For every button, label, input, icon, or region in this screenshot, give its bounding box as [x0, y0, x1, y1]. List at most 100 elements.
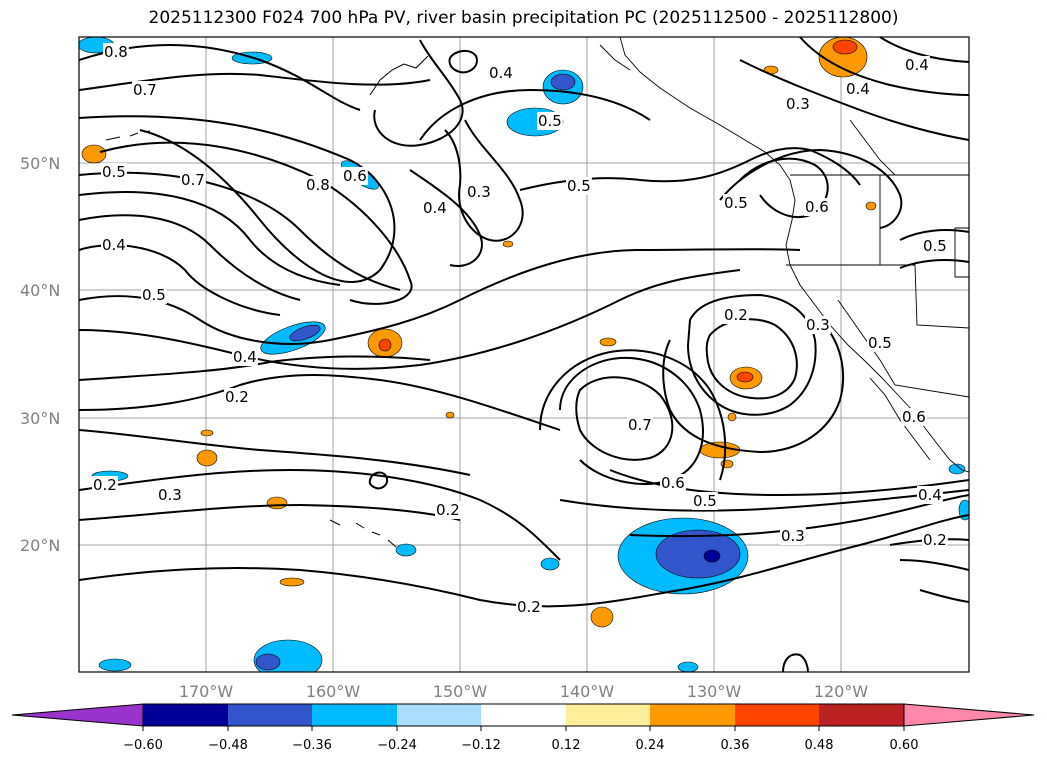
colorbar-extend-high: [903, 703, 1035, 727]
contour-label-halo: [305, 176, 331, 194]
colorbar-segment: [481, 704, 566, 726]
contour-label-halo: [101, 236, 127, 254]
lon-label: 170°W: [179, 682, 234, 701]
lon-label: 160°W: [306, 682, 361, 701]
precip-pos-blob: [81, 144, 107, 164]
colorbar-tick-label: 0.48: [805, 738, 834, 753]
colorbar-segment: [228, 704, 312, 726]
precip-pos-blob: [266, 496, 288, 510]
colorbar: −0.60 −0.48 −0.36 −0.24 −0.12 0.12 0.24 …: [11, 703, 1035, 753]
contour-label: 0.4: [423, 199, 447, 217]
contour-label: 0.2: [225, 388, 249, 406]
colorbar-segment: [143, 704, 228, 726]
colorbar-segment: [735, 704, 819, 726]
colorbar-segment: [312, 704, 397, 726]
contour-label: 0.8: [104, 43, 128, 61]
precip-neg-blob: [948, 463, 966, 475]
precip-pos-blob: [445, 411, 455, 419]
precip-pos-blob: [865, 201, 877, 211]
contour-label-halo: [780, 527, 806, 545]
contour-label: 0.7: [181, 171, 205, 189]
colorbar-frame: [142, 703, 905, 727]
contour-label: 0.5: [724, 194, 748, 212]
contour-label-halo: [692, 492, 718, 510]
contour-label: 0.2: [724, 306, 748, 324]
precip-pos-blob: [196, 449, 218, 467]
contour-label: 0.6: [805, 198, 829, 216]
contour-label: 0.5: [567, 177, 591, 195]
colorbar-ticks: [142, 726, 905, 731]
contour-label-halo: [224, 388, 250, 406]
pv-contours: [79, 37, 969, 672]
colorbar-tick-label: 0.36: [721, 738, 750, 753]
lat-label: 30°N: [20, 409, 60, 428]
contour-label-halo: [157, 486, 183, 504]
contour-label: 0.5: [923, 237, 947, 255]
contour-label: 0.2: [93, 476, 117, 494]
precip-neg-blob: [255, 653, 281, 671]
contour-label-halo: [922, 237, 948, 255]
contour-label-halo: [922, 531, 948, 549]
lat-label: 50°N: [20, 154, 60, 173]
colorbar-segment: [650, 704, 735, 726]
precip-pos-blob: [599, 337, 617, 347]
contour-label: 0.5: [693, 492, 717, 510]
contour-label-halo: [723, 194, 749, 212]
precip-pos-blob: [727, 412, 737, 422]
contour-label-halo: [488, 64, 514, 82]
colorbar-tick-label: 0.24: [636, 738, 665, 753]
contour-label: 0.5: [868, 334, 892, 352]
longitude-labels: 170°W 160°W 150°W 140°W 130°W 120°W: [179, 682, 869, 701]
contour-label-halo: [232, 348, 258, 366]
contour-label: 0.4: [846, 80, 870, 98]
contour-label-halo: [537, 112, 563, 130]
contour-label: 0.4: [233, 348, 257, 366]
contour-label: 0.3: [158, 486, 182, 504]
contour-label-halo: [566, 177, 592, 195]
contour-label-halo: [867, 334, 893, 352]
contour-label: 0.6: [661, 474, 685, 492]
contour-label-halo: [804, 198, 830, 216]
colorbar-tick-label: 0.60: [890, 738, 919, 753]
contour-label: 0.4: [905, 56, 929, 74]
precip-pos-blob: [378, 338, 392, 352]
map-title: 2025112300 F024 700 hPa PV, river basin …: [148, 8, 899, 28]
contour-label-halo: [92, 476, 118, 494]
colorbar-extend-low: [11, 703, 144, 727]
precip-pos-blob: [502, 240, 514, 248]
contour-label: 0.5: [538, 112, 562, 130]
contour-label: 0.2: [517, 598, 541, 616]
contour-label-halo: [141, 286, 167, 304]
contour-label-halo: [805, 316, 831, 334]
colorbar-tick-label: 0.12: [552, 738, 581, 753]
precip-shading: [79, 37, 969, 672]
lat-label: 40°N: [20, 281, 60, 300]
colorbar-tick-label: −0.60: [123, 738, 163, 753]
colorbar-tick-label: −0.36: [292, 738, 332, 753]
coastlines: [599, 37, 969, 473]
contour-label: 0.3: [467, 183, 491, 201]
contour-label-halo: [466, 183, 492, 201]
contour-label-halo: [627, 416, 653, 434]
lat-label: 20°N: [20, 536, 60, 555]
precip-neg-blob: [395, 543, 417, 557]
contour-label-halo: [103, 43, 129, 61]
precip-neg-blob: [540, 557, 560, 571]
contour-label: 0.4: [918, 486, 942, 504]
contour-label: 0.2: [923, 531, 947, 549]
contour-label: 0.6: [343, 167, 367, 185]
precip-neg-blob: [677, 661, 699, 672]
contour-label: 0.3: [806, 316, 830, 334]
contour-label: 0.6: [902, 408, 926, 426]
contour-label-halo: [435, 501, 461, 519]
lon-label: 130°W: [687, 682, 742, 701]
colorbar-segment: [397, 704, 481, 726]
contour-label: 0.5: [142, 286, 166, 304]
contour-label-halo: [845, 80, 871, 98]
precip-pos-blob: [736, 371, 754, 383]
contour-label: 0.2: [436, 501, 460, 519]
contour-label-halo: [132, 81, 158, 99]
colorbar-segment: [566, 704, 650, 726]
colorbar-tick-label: −0.48: [208, 738, 248, 753]
precip-neg-blob: [98, 658, 132, 672]
